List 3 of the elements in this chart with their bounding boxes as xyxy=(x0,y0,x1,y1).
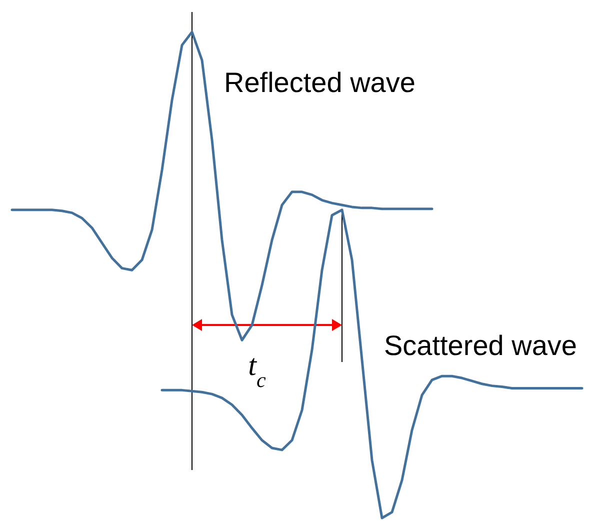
series-label: Scattered wave xyxy=(384,330,577,361)
series-label: Reflected wave xyxy=(224,67,416,98)
annotation: t$_{c}$ xyxy=(248,349,267,392)
